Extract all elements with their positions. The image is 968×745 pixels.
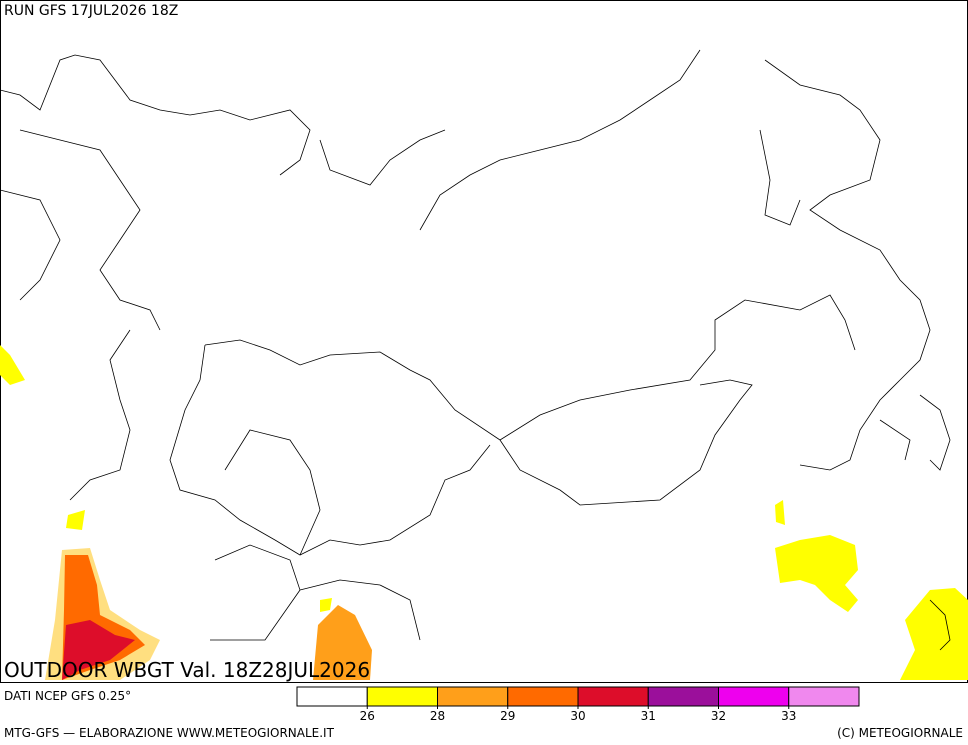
colorbar-swatch bbox=[718, 686, 790, 707]
border bbox=[0, 129, 161, 501]
colorbar-tick-label: 28 bbox=[430, 709, 445, 723]
colorbar-tick-label: 26 bbox=[360, 709, 375, 723]
coast bbox=[764, 59, 951, 471]
map: RUN GFS 17JUL2026 18Z OUTDOOR WBGT Val. … bbox=[0, 0, 968, 683]
field-yellow bbox=[320, 598, 332, 612]
coast bbox=[0, 49, 701, 231]
credit-label: MTG-GFS — ELABORAZIONE WWW.METEOGIORNALE… bbox=[4, 726, 335, 740]
field-yellow bbox=[900, 588, 968, 680]
border bbox=[204, 294, 856, 441]
colorbar-swatch bbox=[577, 686, 649, 707]
colorbar-swatch bbox=[507, 686, 579, 707]
border bbox=[499, 379, 753, 506]
field-yellow bbox=[0, 345, 25, 385]
field-orange bbox=[313, 605, 372, 680]
colorbar-tick-label: 31 bbox=[641, 709, 656, 723]
colorbar-tick-label: 30 bbox=[570, 709, 585, 723]
field-yellow bbox=[775, 535, 858, 612]
source-label: DATI NCEP GFS 0.25° bbox=[4, 689, 131, 703]
colorbar-swatch bbox=[647, 686, 719, 707]
colorbar: 26 28 29 30 31 32 33 bbox=[296, 686, 860, 723]
border bbox=[169, 344, 491, 556]
colorbar-tick-label: 29 bbox=[500, 709, 515, 723]
map-title: OUTDOOR WBGT Val. 18Z28JUL2026 bbox=[4, 658, 370, 682]
colorbar-swatch bbox=[788, 686, 860, 707]
field-yellow bbox=[66, 510, 85, 530]
colorbar-swatch bbox=[437, 686, 509, 707]
field-yellow bbox=[775, 500, 785, 525]
coast bbox=[759, 129, 951, 651]
colorbar-tick-label: 33 bbox=[781, 709, 796, 723]
run-label: RUN GFS 17JUL2026 18Z bbox=[4, 3, 178, 19]
colorbar-swatch bbox=[366, 686, 438, 707]
field-red bbox=[62, 620, 135, 680]
border bbox=[210, 429, 421, 641]
colorbar-tick-label: 32 bbox=[711, 709, 726, 723]
colorbar-swatch bbox=[296, 686, 368, 707]
copyright-label: (C) METEOGIORNALE bbox=[837, 726, 963, 740]
